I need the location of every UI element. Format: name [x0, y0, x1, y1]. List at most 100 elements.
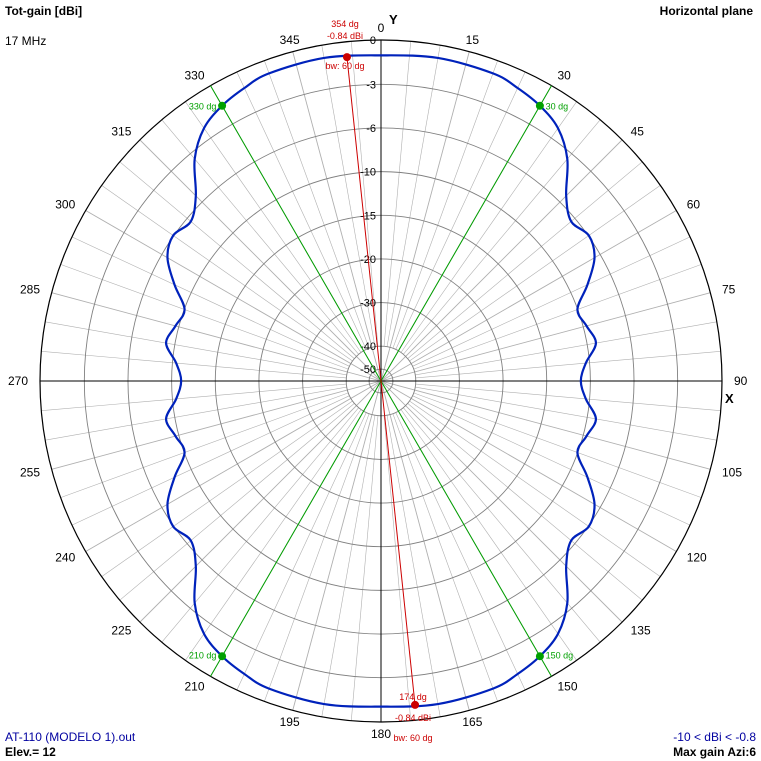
gain-tick-label: -40: [360, 341, 376, 353]
grid-spoke: [380, 139, 623, 382]
beamwidth-point: [218, 101, 227, 110]
grid-spoke: [264, 413, 370, 702]
grid-spoke: [415, 350, 721, 379]
grid-spoke: [380, 380, 623, 623]
grid-spoke: [413, 392, 702, 498]
grid-spoke: [395, 412, 526, 691]
grid-spoke: [236, 71, 367, 350]
grid-spoke: [386, 415, 441, 717]
gain-tick-label: 0: [370, 35, 376, 47]
angle-tick-label: 0: [378, 21, 385, 35]
gain-tick-label: -50: [360, 364, 376, 376]
max-gain-azimuth-label: Max gain Azi:6: [673, 745, 756, 759]
beamwidth-label: 330 dg: [189, 101, 217, 111]
grid-spoke: [45, 321, 347, 376]
angle-tick-label: 345: [280, 33, 300, 47]
angle-tick-label: 165: [462, 715, 482, 729]
grid-spoke: [51, 380, 382, 470]
angle-tick-label: 330: [184, 68, 204, 82]
grid-spoke: [380, 380, 711, 470]
grid-spoke: [292, 51, 382, 382]
grid-spoke: [71, 395, 350, 526]
grid-spoke: [119, 161, 355, 359]
beamwidth-label: 210 dg: [189, 651, 217, 661]
grid-spoke: [45, 386, 347, 441]
radiation-pattern-curve: [164, 54, 598, 708]
beamwidth-label: 150 dg: [546, 651, 574, 661]
grid-spoke: [380, 380, 470, 711]
beamwidth-point: [535, 652, 544, 661]
grid-spoke: [321, 45, 376, 347]
angle-tick-label: 120: [687, 551, 707, 565]
grid-spoke: [41, 350, 347, 379]
grid-spoke: [60, 392, 349, 498]
grid-spoke: [415, 386, 717, 441]
grid-spoke: [415, 383, 721, 412]
grid-spoke: [407, 403, 643, 601]
max-gain-value-label: -0.84 dBi: [327, 31, 363, 41]
grid-spoke: [236, 412, 367, 691]
beamwidth-label: 30 dg: [546, 101, 569, 111]
gain-tick-label: -30: [360, 298, 376, 310]
max-gain-value-label: -0.84 dBi: [395, 713, 431, 723]
grid-spoke: [412, 395, 691, 526]
grid-spoke: [392, 60, 498, 349]
grid-spoke: [85, 210, 382, 382]
grid-spoke: [185, 409, 362, 661]
frequency-label: 17 MHz: [5, 34, 47, 48]
grid-spoke: [51, 292, 382, 382]
angle-tick-label: 315: [111, 124, 131, 138]
grid-spoke: [185, 101, 362, 353]
max-gain-angle-label: 354 dg: [331, 19, 359, 29]
max-gain-bw-label: bw: 60 dg: [394, 733, 433, 743]
angle-tick-label: 270: [8, 374, 28, 388]
angle-tick-label: 150: [558, 680, 578, 694]
grid-spoke: [380, 51, 470, 382]
grid-spoke: [321, 415, 376, 717]
grid-spoke: [383, 415, 412, 721]
grid-spoke: [41, 383, 347, 412]
beamwidth-line: [380, 85, 552, 382]
grid-spoke: [101, 400, 353, 577]
elevation-label: Elev.= 12: [5, 745, 56, 759]
grid-spoke: [403, 407, 601, 643]
beamwidth-line: [380, 380, 552, 677]
angle-tick-label: 180: [371, 727, 391, 741]
angle-tick-label: 15: [466, 33, 480, 47]
angle-tick-label: 30: [558, 68, 572, 82]
beamwidth-point: [218, 652, 227, 661]
angle-tick-label: 210: [184, 680, 204, 694]
beamwidth-line: [210, 85, 382, 382]
grid-spoke: [413, 264, 702, 370]
filename-label: AT-110 (MODELO 1).out: [5, 730, 136, 744]
angle-tick-label: 135: [631, 624, 651, 638]
grid-spoke: [400, 409, 577, 661]
grid-spoke: [415, 321, 717, 376]
gain-tick-label: -6: [366, 123, 376, 135]
grid-spoke: [161, 119, 359, 355]
grid-spoke: [119, 403, 355, 601]
grid-spoke: [139, 380, 382, 623]
grid-spoke: [264, 60, 370, 349]
grid-spoke: [412, 236, 691, 367]
grid-spoke: [380, 292, 711, 382]
gain-tick-label: -10: [360, 167, 376, 179]
grid-spoke: [292, 380, 382, 711]
max-gain-point: [342, 53, 351, 62]
grid-spoke: [409, 185, 661, 362]
gain-tick-label: -15: [360, 210, 376, 222]
max-gain-angle-label: 174 dg: [399, 692, 427, 702]
grid-spoke: [392, 413, 498, 702]
grid-spoke: [409, 400, 661, 577]
max-gain-bw-label: bw: 60 dg: [325, 61, 364, 71]
angle-tick-label: 60: [687, 198, 701, 212]
beamwidth-line: [210, 380, 382, 677]
gain-unit-label: Tot-gain [dBi]: [5, 4, 83, 18]
angle-tick-label: 285: [20, 283, 40, 297]
angle-tick-label: 75: [722, 283, 736, 297]
grid-spoke: [407, 161, 643, 359]
x-axis-label: X: [725, 391, 734, 406]
max-gain-point: [411, 700, 420, 709]
grid-spoke: [85, 380, 382, 552]
grid-spoke: [101, 185, 353, 362]
